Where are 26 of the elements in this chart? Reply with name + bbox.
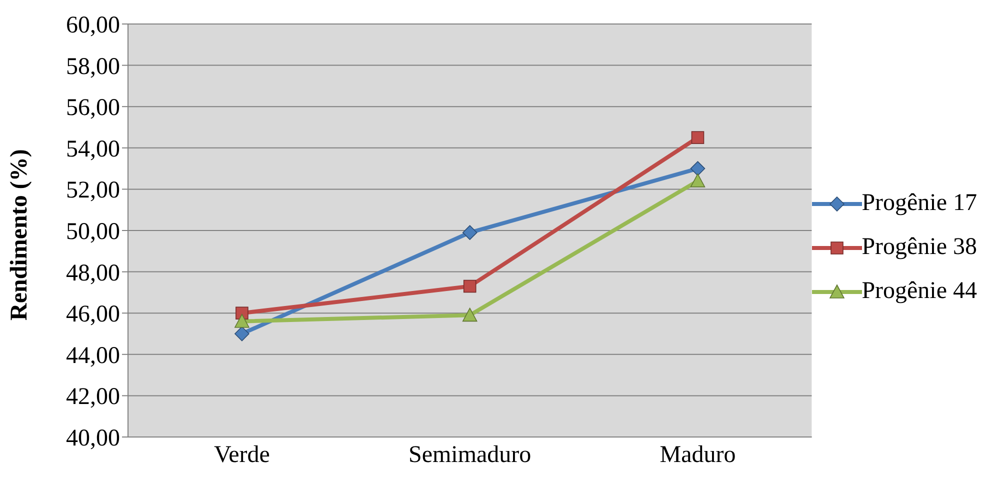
y-tick-label: 42,00 [66, 384, 120, 410]
point [691, 131, 704, 144]
x-tick-label: Maduro [660, 442, 736, 468]
point [690, 161, 706, 176]
point [234, 326, 250, 342]
point [462, 308, 478, 322]
point [463, 280, 476, 293]
y-tick-label: 54,00 [66, 136, 120, 162]
point [234, 314, 250, 328]
x-tick-label: Semimaduro [408, 442, 532, 468]
point [462, 225, 478, 240]
legend-label: Progênie 44 [862, 278, 977, 305]
y-tick-label: 40,00 [66, 426, 120, 452]
x-tick-label: Verde [214, 442, 270, 468]
y-tick-label: 46,00 [66, 302, 120, 328]
y-axis-title: Rendimento (%) [6, 149, 33, 320]
y-tick-label: 50,00 [66, 219, 120, 246]
y-tick-label: 48,00 [66, 260, 120, 286]
y-tick-label: 44,00 [66, 342, 120, 369]
y-tick-label: 52,00 [66, 178, 120, 204]
legend-label: Progênie 38 [862, 234, 977, 261]
y-tick-label: 58,00 [66, 54, 120, 80]
y-tick-label: 60,00 [66, 12, 120, 39]
y-tick-label: 56,00 [66, 95, 120, 122]
legend-label: Progênie 17 [862, 190, 977, 217]
point [690, 174, 706, 188]
